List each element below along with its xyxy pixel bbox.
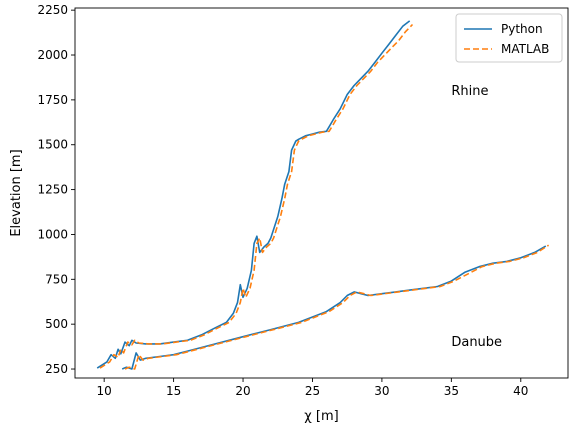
x-axis-label: χ [m] — [304, 409, 338, 424]
y-tick-label: 2000 — [37, 48, 68, 62]
axis-ticks: 10 15 20 25 30 35 40 250 500 750 1000 1250 1500 1750 2… — [37, 3, 528, 398]
legend-label-python: Python — [501, 22, 543, 36]
y-axis-label: Elevation [m] — [9, 149, 24, 236]
annotations: Rhine Danube — [451, 84, 502, 350]
y-tick-label: 1250 — [37, 183, 68, 197]
y-tick-label: 250 — [45, 362, 68, 376]
x-tick-label: 25 — [305, 384, 320, 398]
x-tick-label: 30 — [374, 384, 389, 398]
legend-box — [455, 13, 563, 63]
y-tick-label: 500 — [45, 317, 68, 331]
y-tick-label: 1000 — [37, 227, 68, 241]
axes-frame — [74, 7, 569, 379]
y-tick-label: 750 — [45, 272, 68, 286]
x-tick-label: 35 — [444, 384, 459, 398]
x-tick-label: 20 — [235, 384, 250, 398]
plot-area — [96, 20, 550, 370]
legend-label-matlab: MATLAB — [501, 42, 549, 56]
series-line-python-rhine — [96, 20, 411, 369]
annotation-rhine: Rhine — [451, 84, 488, 99]
annotation-danube: Danube — [451, 335, 502, 350]
y-tick-label: 1750 — [37, 93, 68, 107]
series-line-matlab-rhine — [99, 23, 414, 369]
y-tick-label: 1500 — [37, 138, 68, 152]
x-tick-label: 10 — [97, 384, 112, 398]
legend: Python MATLAB — [455, 13, 563, 63]
x-tick-label: 15 — [166, 384, 181, 398]
x-tick-label: 40 — [513, 384, 528, 398]
y-tick-label: 2250 — [37, 3, 68, 17]
series-line-matlab-danube — [124, 244, 550, 370]
